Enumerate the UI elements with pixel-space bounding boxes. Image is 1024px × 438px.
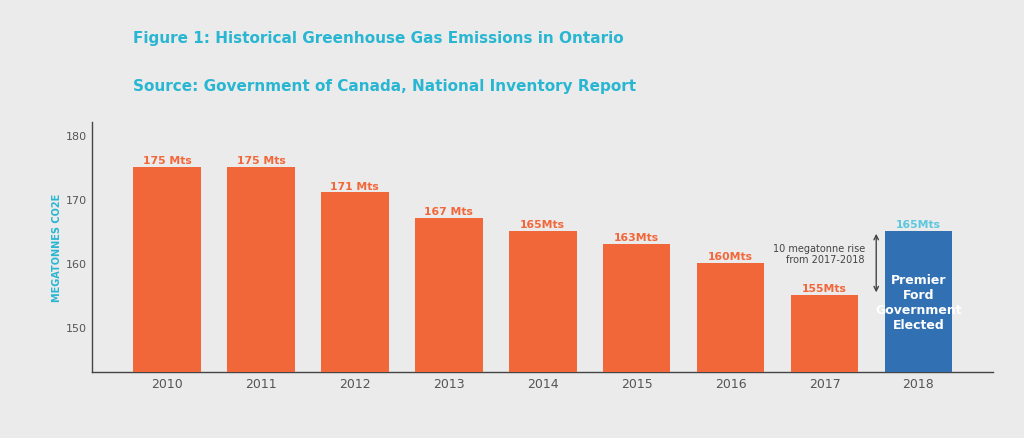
Bar: [603, 244, 671, 372]
Text: 171 Mts: 171 Mts: [331, 181, 379, 191]
Bar: [133, 167, 201, 372]
Bar: [321, 193, 389, 372]
Bar: [227, 167, 295, 372]
Y-axis label: MEGATONNES CO2E: MEGATONNES CO2E: [52, 194, 62, 301]
Bar: [509, 231, 577, 372]
Text: 10 megatonne rise
from 2017-2018: 10 megatonne rise from 2017-2018: [773, 243, 865, 265]
Text: Premier
Ford
Government
Elected: Premier Ford Government Elected: [876, 273, 962, 331]
Text: 167 Mts: 167 Mts: [424, 207, 473, 217]
Text: 160Mts: 160Mts: [709, 251, 753, 261]
Text: 175 Mts: 175 Mts: [142, 155, 191, 166]
Bar: [415, 219, 482, 372]
Text: 165Mts: 165Mts: [896, 219, 941, 230]
Text: 175 Mts: 175 Mts: [237, 155, 286, 166]
Bar: [696, 264, 765, 372]
Text: Source: Government of Canada, National Inventory Report: Source: Government of Canada, National I…: [133, 79, 636, 94]
Text: 165Mts: 165Mts: [520, 219, 565, 230]
Text: Figure 1: Historical Greenhouse Gas Emissions in Ontario: Figure 1: Historical Greenhouse Gas Emis…: [133, 31, 624, 46]
Bar: [791, 296, 858, 372]
Bar: [885, 231, 952, 372]
Text: 155Mts: 155Mts: [802, 283, 847, 293]
Text: 163Mts: 163Mts: [614, 233, 659, 242]
